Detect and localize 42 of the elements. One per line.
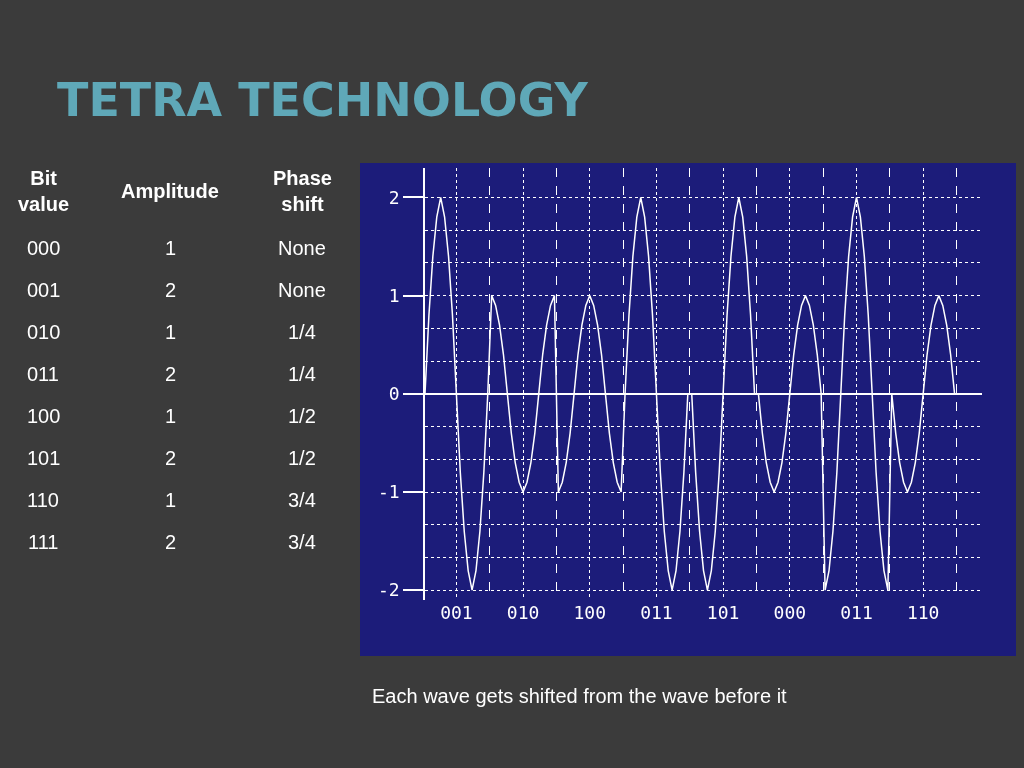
y-tick-label: -2 <box>377 579 400 601</box>
text: 1 <box>165 405 177 427</box>
x-tick-label: 010 <box>506 602 540 623</box>
y-tick-label: 2 <box>388 186 400 208</box>
text: None <box>278 279 326 301</box>
text: 3/4 <box>288 489 316 511</box>
text: None <box>278 237 326 259</box>
text: 011 <box>27 363 59 385</box>
x-tick-label: 000 <box>773 602 807 623</box>
x-tick-label: 011 <box>840 602 873 623</box>
text: 1/4 <box>288 321 316 343</box>
text: 1/2 <box>288 447 316 469</box>
text: 100 <box>27 405 61 427</box>
text: 2 <box>165 531 177 553</box>
x-tick-label: 001 <box>440 602 473 623</box>
text: Amplitude <box>121 180 219 202</box>
x-tick-label: 011 <box>640 602 673 623</box>
text: 001 <box>27 279 61 301</box>
text: 1/4 <box>288 363 316 385</box>
text: 101 <box>27 447 61 469</box>
text: 2 <box>165 447 177 469</box>
y-tick-label: 0 <box>388 383 400 405</box>
text: 110 <box>27 489 59 511</box>
text: 010 <box>27 321 61 343</box>
text: 1 <box>165 321 177 343</box>
text: 3/4 <box>288 531 316 553</box>
text: 2 <box>165 279 177 301</box>
x-tick-label: 101 <box>706 602 740 623</box>
x-tick-label: 110 <box>906 602 940 623</box>
text: 1 <box>165 237 177 259</box>
text: Bit value <box>18 167 70 215</box>
text: 1/2 <box>288 405 316 427</box>
y-tick-label: 1 <box>388 284 400 306</box>
text: Each wave gets shifted from the wave before it <box>372 685 788 707</box>
x-tick-label: 100 <box>573 602 607 623</box>
text: Phase shift <box>273 167 332 215</box>
chart-title: TETRA TECHNOLOGY <box>57 73 589 127</box>
text: 2 <box>165 363 177 385</box>
y-tick-label: -1 <box>377 481 400 503</box>
text: 1 <box>165 489 177 511</box>
text: 000 <box>27 237 61 259</box>
text: 111 <box>28 531 59 553</box>
